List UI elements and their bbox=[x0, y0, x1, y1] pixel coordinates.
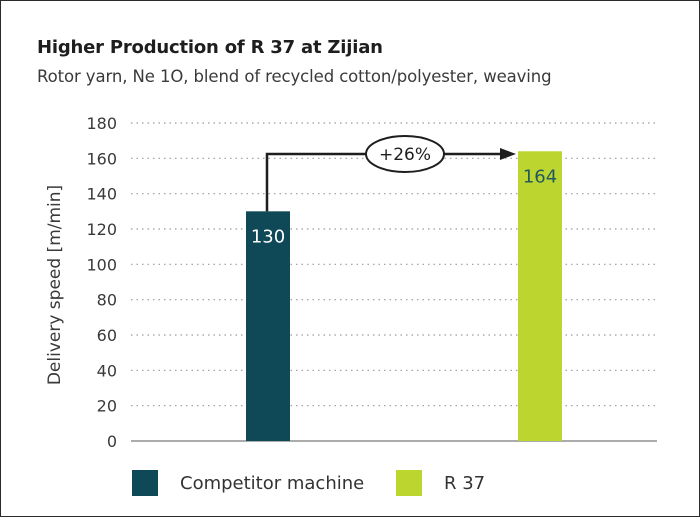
bar-value-label: 130 bbox=[251, 226, 285, 247]
y-tick-label: 140 bbox=[86, 185, 117, 204]
legend-item-competitor: Competitor machine bbox=[132, 469, 364, 497]
arrowhead-icon bbox=[500, 148, 516, 160]
legend-item-r37: R 37 bbox=[396, 469, 485, 497]
y-tick-label: 180 bbox=[86, 114, 117, 133]
y-tick-label: 20 bbox=[97, 397, 117, 416]
y-tick-label: 80 bbox=[97, 291, 117, 310]
y-tick-label: 120 bbox=[86, 220, 117, 239]
chart-subtitle: Rotor yarn, Ne 1O, blend of recycled cot… bbox=[37, 67, 552, 86]
y-tick-label: 160 bbox=[86, 149, 117, 168]
legend-label-competitor: Competitor machine bbox=[180, 472, 365, 494]
bar-r37 bbox=[518, 151, 562, 441]
legend-swatch-competitor bbox=[132, 470, 158, 496]
bar-value-label: 164 bbox=[523, 166, 557, 187]
chart-title: Higher Production of R 37 at Zijian bbox=[37, 37, 383, 58]
legend-label-r37: R 37 bbox=[444, 472, 486, 494]
annotation-bubble bbox=[365, 135, 445, 173]
y-tick-label: 40 bbox=[97, 361, 117, 380]
bar-competitor bbox=[246, 211, 290, 441]
legend-swatch-r37 bbox=[396, 470, 422, 496]
y-tick-label: 100 bbox=[86, 255, 117, 274]
y-axis-label: Delivery speed [m/min] bbox=[45, 185, 65, 385]
y-tick-label: 0 bbox=[107, 432, 117, 451]
annotation-label: +26% bbox=[379, 145, 431, 165]
y-tick-label: 60 bbox=[97, 326, 117, 345]
